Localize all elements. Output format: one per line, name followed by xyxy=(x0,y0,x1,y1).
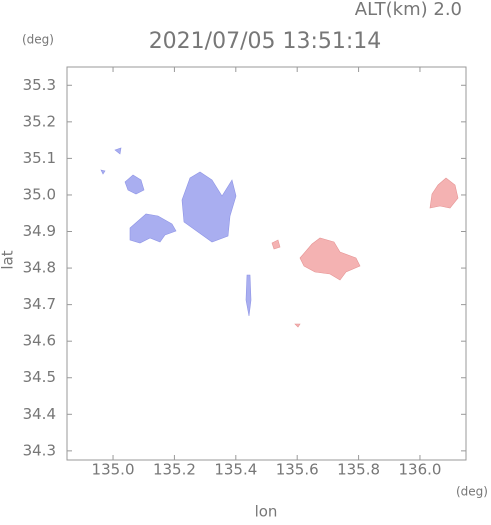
x-tick-label: 135.0 xyxy=(92,461,135,479)
x-tick-label: 136.0 xyxy=(398,461,441,479)
y-tick-label: 34.5 xyxy=(23,368,56,386)
x-tick-label: 135.6 xyxy=(276,461,319,479)
x-tick-label: 135.2 xyxy=(153,461,196,479)
x-tick-label: 135.4 xyxy=(214,461,257,479)
echo-red xyxy=(271,177,459,328)
y-tick-label: 35.0 xyxy=(23,185,56,203)
y-axis-label: lat xyxy=(0,250,17,269)
y-tick-label: 34.6 xyxy=(23,332,56,350)
y-tick-label: 35.1 xyxy=(23,149,56,167)
y-tick-label: 34.4 xyxy=(23,405,56,423)
chart-title: 2021/07/05 13:51:14 xyxy=(149,29,382,54)
y-tick-label: 35.3 xyxy=(23,76,56,94)
y-tick-label: 34.8 xyxy=(23,259,56,277)
x-unit: (deg) xyxy=(456,485,488,499)
altitude: ALT(km) 2.0 xyxy=(355,0,462,20)
y-tick-label: 34.9 xyxy=(23,222,56,240)
echo-blue xyxy=(100,147,252,317)
plot-frame xyxy=(66,66,467,461)
y-unit: (deg) xyxy=(22,33,54,47)
y-tick-label: 34.3 xyxy=(23,441,56,459)
x-axis-label: lon xyxy=(255,503,278,521)
y-tick-label: 35.2 xyxy=(23,112,56,130)
x-tick-label: 135.8 xyxy=(337,461,380,479)
y-tick-label: 34.7 xyxy=(23,295,56,313)
